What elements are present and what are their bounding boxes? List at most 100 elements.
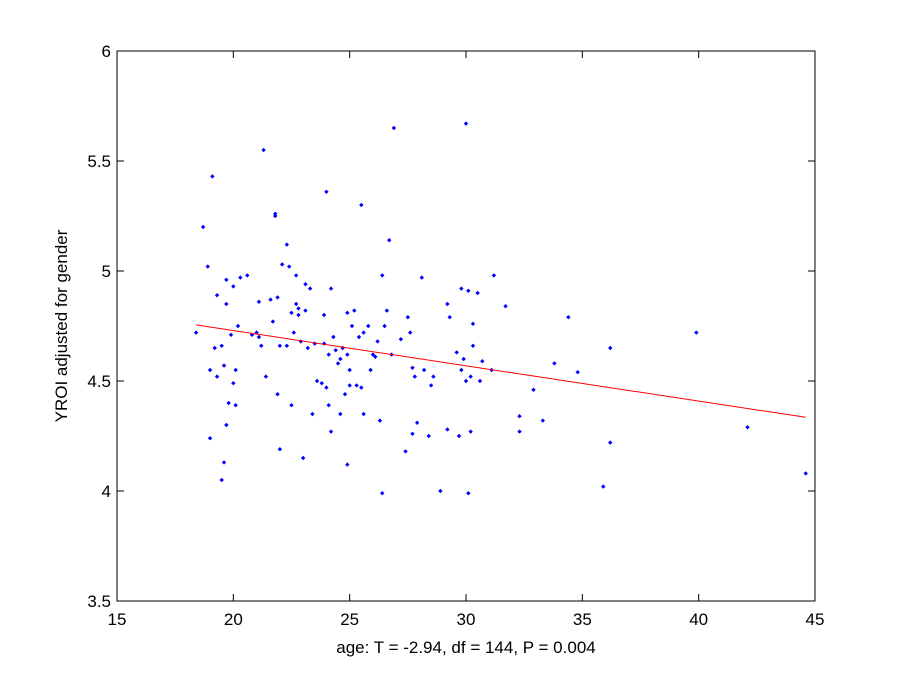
data-point xyxy=(368,367,373,373)
data-point xyxy=(338,356,343,362)
data-point xyxy=(491,273,497,278)
data-point xyxy=(219,477,224,483)
x-tick-label: 25 xyxy=(340,610,359,629)
data-point xyxy=(214,293,220,298)
data-point xyxy=(328,286,334,291)
y-tick-label: 5.5 xyxy=(87,152,111,171)
data-point xyxy=(552,361,557,366)
data-point xyxy=(445,427,450,432)
data-point xyxy=(421,367,427,373)
data-point xyxy=(293,273,299,278)
data-point xyxy=(405,315,411,320)
data-point xyxy=(373,354,378,359)
y-axis-ticks: 3.5 4 4.5 5 5.5 6 xyxy=(87,42,815,611)
data-point xyxy=(226,400,231,406)
data-point xyxy=(221,460,227,465)
data-point xyxy=(270,319,276,324)
data-point xyxy=(205,264,210,269)
data-point xyxy=(463,378,469,384)
data-point xyxy=(566,315,571,320)
data-point xyxy=(335,361,341,366)
data-point xyxy=(331,334,336,340)
data-point xyxy=(347,367,352,373)
data-point xyxy=(224,277,229,282)
data-point xyxy=(303,282,308,287)
data-point xyxy=(256,334,262,340)
data-point xyxy=(273,213,278,219)
data-point xyxy=(228,332,234,337)
data-point xyxy=(470,343,476,348)
data-point xyxy=(326,403,331,408)
data-point xyxy=(459,286,464,291)
data-point xyxy=(300,455,306,461)
data-point xyxy=(231,284,236,289)
data-point xyxy=(193,330,199,335)
data-point xyxy=(214,374,220,379)
data-point xyxy=(284,242,290,247)
data-point xyxy=(259,343,264,348)
data-point xyxy=(356,334,362,340)
x-axis-ticks: 15 20 25 30 35 40 45 xyxy=(108,51,824,629)
data-point xyxy=(310,411,315,417)
data-point xyxy=(361,330,366,335)
data-point xyxy=(419,275,424,280)
data-point xyxy=(333,348,338,353)
data-point xyxy=(428,383,434,388)
data-point xyxy=(745,425,750,430)
x-axis-label: age: T = -2.94, df = 144, P = 0.004 xyxy=(336,638,595,657)
data-point xyxy=(352,308,357,313)
data-point xyxy=(233,403,238,408)
data-point xyxy=(540,418,545,423)
data-point xyxy=(256,299,262,304)
data-point xyxy=(370,352,376,357)
data-point xyxy=(275,392,280,397)
data-point xyxy=(466,491,471,496)
data-point xyxy=(210,174,215,179)
data-point xyxy=(324,189,329,194)
data-point xyxy=(238,275,243,280)
data-point xyxy=(207,367,213,373)
data-point xyxy=(503,304,508,309)
data-point xyxy=(377,418,383,423)
y-tick-label: 4 xyxy=(102,482,111,501)
data-point xyxy=(235,323,241,329)
data-point xyxy=(454,350,459,355)
y-axis-label: YROI adjusted for gender xyxy=(52,229,71,422)
data-point xyxy=(245,273,250,278)
x-tick-label: 15 xyxy=(108,610,127,629)
data-point xyxy=(359,202,364,208)
data-point xyxy=(345,352,350,357)
data-point xyxy=(319,381,324,386)
data-point xyxy=(410,431,415,436)
data-point xyxy=(277,447,283,452)
data-point xyxy=(384,308,390,313)
data-point xyxy=(475,290,480,296)
data-point xyxy=(803,471,808,476)
data-point xyxy=(398,337,404,342)
data-point xyxy=(380,491,385,496)
data-point xyxy=(517,414,522,419)
data-point xyxy=(268,297,273,302)
data-point xyxy=(314,378,320,384)
data-point xyxy=(338,411,343,417)
data-point xyxy=(608,345,613,351)
data-point xyxy=(305,345,310,351)
data-point xyxy=(466,288,471,293)
data-point xyxy=(456,433,462,439)
data-point xyxy=(324,385,329,390)
data-point xyxy=(531,387,536,392)
data-point xyxy=(468,429,473,434)
data-point xyxy=(366,323,371,329)
y-tick-label: 6 xyxy=(102,42,111,61)
data-point xyxy=(296,312,301,318)
data-point xyxy=(477,378,483,384)
data-point xyxy=(224,301,229,307)
data-point xyxy=(212,345,217,351)
data-point xyxy=(410,365,415,370)
x-tick-label: 40 xyxy=(689,610,708,629)
data-point xyxy=(296,306,301,311)
data-point xyxy=(347,383,352,388)
plot-area-frame xyxy=(116,50,816,602)
data-point xyxy=(289,310,294,315)
